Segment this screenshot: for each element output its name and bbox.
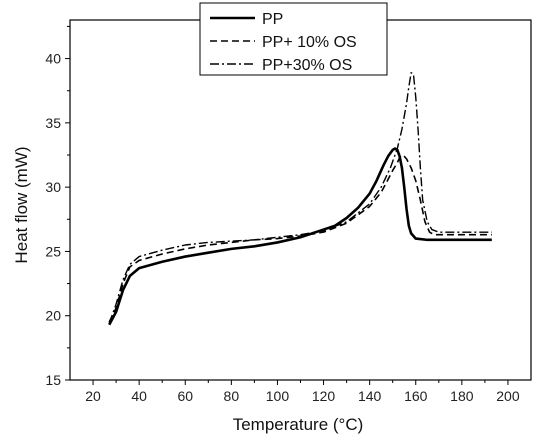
series-line-1	[108, 154, 492, 323]
x-tick-label: 80	[224, 388, 240, 404]
x-tick-label: 60	[177, 388, 193, 404]
y-tick-label: 35	[45, 115, 61, 131]
series-line-2	[108, 72, 492, 324]
y-axis-title: Heat flow (mW)	[12, 146, 31, 263]
x-axis-title: Temperature (°C)	[233, 415, 364, 434]
x-tick-label: 200	[496, 388, 520, 404]
legend-entry-pp-10-os: PP+ 10% OS	[210, 34, 357, 51]
y-tick-label: 20	[45, 308, 61, 324]
legend-entry-pp: PP	[210, 11, 283, 28]
legend-label-pp-10-os: PP+ 10% OS	[262, 34, 357, 51]
x-tick-label: 160	[404, 388, 428, 404]
axes-layer: 20 40 60 80 100 120 140 160 180 200 15 20 25 30 35 40	[45, 25, 520, 404]
y-tick-label: 25	[45, 243, 61, 259]
series-line-0	[108, 147, 492, 326]
x-tick-label: 120	[312, 388, 336, 404]
y-tick-label: 30	[45, 179, 61, 195]
legend: PP PP+ 10% OS PP+30% OS	[199, 2, 388, 76]
legend-label-pp: PP	[262, 11, 283, 28]
y-tick-label: 15	[45, 372, 61, 388]
legend-box	[199, 2, 388, 76]
x-tick-label: 140	[358, 388, 382, 404]
y-tick-label: 40	[45, 51, 61, 67]
legend-label-pp-30-os: PP+30% OS	[262, 57, 352, 74]
x-tick-label: 40	[131, 388, 147, 404]
x-tick-label: 20	[85, 388, 101, 404]
x-tick-label: 180	[450, 388, 474, 404]
legend-entry-pp-30-os: PP+30% OS	[210, 57, 352, 74]
series-layer	[108, 72, 492, 326]
x-tick-label: 100	[266, 388, 290, 404]
